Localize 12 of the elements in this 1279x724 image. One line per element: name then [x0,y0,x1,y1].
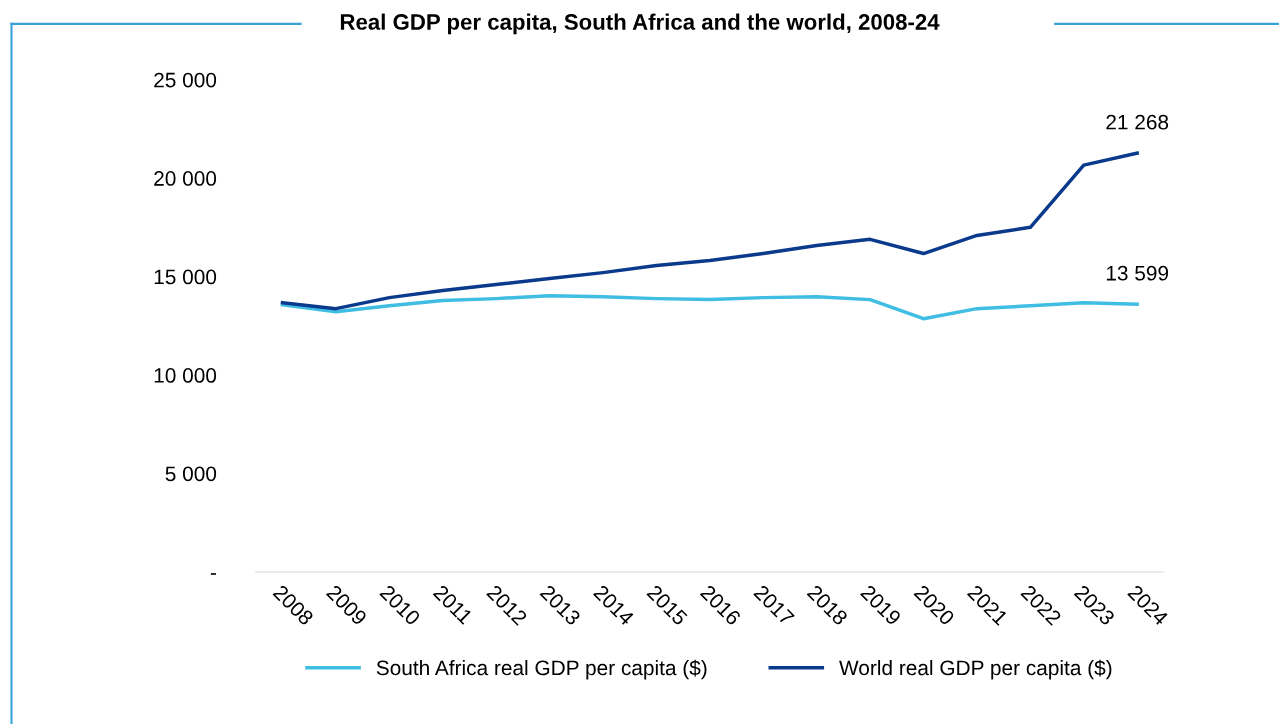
y-tick-label: 20 000 [154,171,217,186]
legend-label: World real GDP per capita ($) [839,659,1112,680]
y-tick-label: 15 000 [154,269,217,285]
line-series [280,293,1139,321]
data-label: 13 599 [1106,265,1169,281]
y-tick-label: 5 000 [165,466,217,482]
data-label: 21 268 [1106,114,1169,130]
y-tick-label: - [210,573,216,575]
y-tick-label: 10 000 [154,368,217,383]
y-tick-label: 25 000 [154,72,217,88]
legend-label: South Africa real GDP per capita ($) [376,659,707,680]
chart-title: Real GDP per capita, South Africa and the world, 2008-24 [340,13,940,35]
